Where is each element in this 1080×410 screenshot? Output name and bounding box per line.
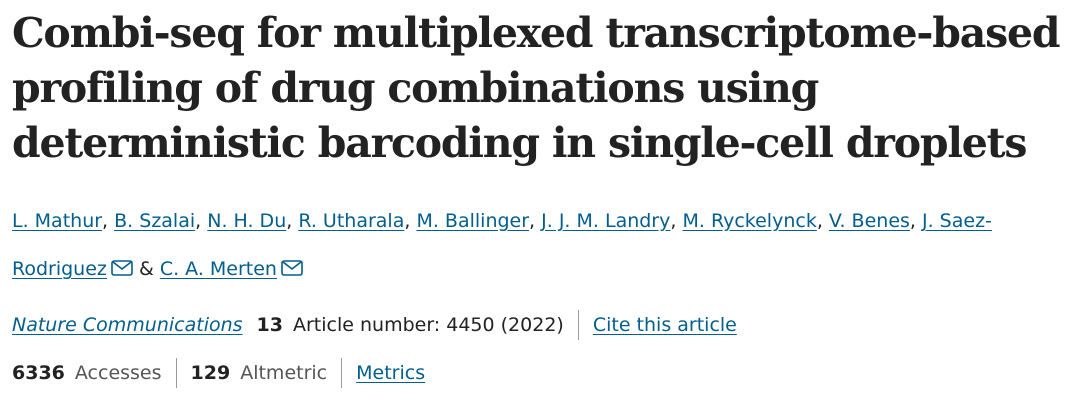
author: N. H. Du, bbox=[207, 210, 292, 232]
author: R. Utharala, bbox=[298, 210, 410, 232]
author-link[interactable]: R. Utharala bbox=[298, 210, 405, 232]
author: M. Ryckelynck, bbox=[682, 210, 822, 232]
email-icon[interactable] bbox=[281, 260, 303, 276]
metrics-link[interactable]: Metrics bbox=[356, 362, 426, 384]
author-list: L. Mathur, B. Szalai, N. H. Du, R. Uthar… bbox=[12, 197, 1072, 293]
article-title: Combi-seq for multiplexed transcriptome-… bbox=[12, 9, 1061, 167]
author-link[interactable]: M. Ballinger bbox=[416, 210, 530, 232]
cite-link[interactable]: Cite this article bbox=[592, 314, 737, 336]
accesses-label: Accesses bbox=[74, 362, 162, 384]
accesses-count: 6336 bbox=[12, 362, 65, 384]
author-link[interactable]: B. Szalai bbox=[114, 210, 196, 232]
author: B. Szalai, bbox=[114, 210, 201, 232]
author-separator: , bbox=[102, 210, 109, 232]
author: C. A. Merten bbox=[160, 258, 303, 280]
separator bbox=[175, 358, 177, 388]
author-link[interactable]: C. A. Merten bbox=[159, 258, 277, 280]
author-separator: , bbox=[909, 210, 916, 232]
author-conjunction: & bbox=[138, 258, 154, 280]
article-header: Combi-seq for multiplexed transcriptome-… bbox=[12, 9, 1072, 389]
author-separator: , bbox=[529, 210, 536, 232]
author-separator: , bbox=[195, 210, 202, 232]
author-separator: , bbox=[670, 210, 677, 232]
volume: 13 bbox=[256, 314, 283, 336]
author-link[interactable]: L. Mathur bbox=[12, 210, 103, 232]
author-link[interactable]: J. J. M. Landry bbox=[541, 210, 671, 232]
separator bbox=[341, 358, 343, 388]
author-separator: , bbox=[286, 210, 293, 232]
separator bbox=[577, 310, 579, 340]
author: M. Ballinger, bbox=[416, 210, 535, 232]
journal-link[interactable]: Nature Communications bbox=[12, 314, 243, 336]
author: J. Saez-Rodriguez bbox=[12, 210, 992, 280]
article-number: Article number: 4450 (2022) bbox=[293, 314, 564, 336]
author-link[interactable]: V. Benes bbox=[828, 210, 910, 232]
author: V. Benes, bbox=[829, 210, 916, 232]
author-link[interactable]: M. Ryckelynck bbox=[682, 210, 817, 232]
altmetric-label: Altmetric bbox=[240, 362, 328, 384]
citation-row: Nature Communications 13 Article number:… bbox=[12, 309, 1068, 341]
author-link[interactable]: J. Saez-Rodriguez bbox=[12, 210, 992, 280]
author-separator: , bbox=[816, 210, 823, 232]
email-icon[interactable] bbox=[111, 260, 133, 276]
metrics-row: 6336 Accesses 129 Altmetric Metrics bbox=[12, 357, 1068, 389]
author-separator: , bbox=[404, 210, 411, 232]
author: L. Mathur, bbox=[12, 210, 108, 232]
author: J. J. M. Landry, bbox=[541, 210, 676, 232]
altmetric-score: 129 bbox=[190, 362, 231, 384]
author-link[interactable]: N. H. Du bbox=[207, 210, 287, 232]
